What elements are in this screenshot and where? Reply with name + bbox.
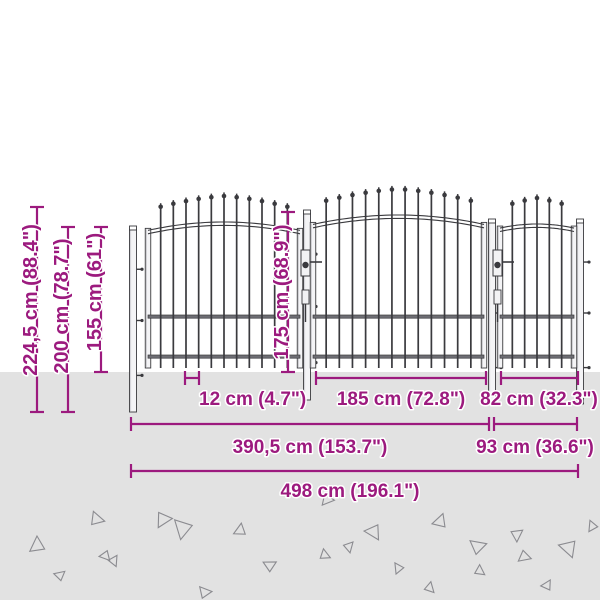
ground-marker-triangle [394, 561, 405, 576]
dim-label-post-height: 200 cm (78.7") [51, 238, 73, 373]
gate-assembly [129, 185, 591, 413]
hinge-pin [587, 311, 591, 315]
post-cap [303, 209, 311, 215]
ground-marker-triangle [517, 549, 533, 562]
ground-marker-triangle [510, 529, 524, 544]
drop-bolt-bracket [493, 289, 502, 305]
ground-marker-triangle [557, 540, 576, 559]
ground-marker-triangle [28, 534, 46, 552]
ground-texture-markers [28, 492, 599, 600]
leaf-horizontal-rail-1 [312, 354, 485, 359]
ground-marker-triangle [342, 541, 354, 555]
dim-label-double-gate-width: 390,5 cm (153.7") [233, 437, 388, 458]
dim-label-gate-leaf-height-side: 155 cm (61") [84, 233, 106, 351]
drop-bolt-bracket [301, 289, 310, 305]
ground-marker-triangle [473, 563, 486, 576]
ground-plane [0, 372, 600, 600]
post-cap [129, 225, 137, 231]
hinge-pin [587, 260, 591, 264]
dim-label-gate-centre-height: 175 cm (68.9") [271, 224, 293, 359]
ground-marker-triangle [469, 539, 488, 556]
ground-marker-triangle [321, 492, 336, 507]
latch-lock-knob [494, 261, 501, 269]
ground-marker-triangle [173, 518, 194, 541]
leaf-stile-right [480, 221, 488, 369]
ground-marker-triangle [539, 578, 551, 591]
ground-marker-triangle [157, 511, 174, 529]
hinge-pin [587, 366, 591, 370]
hinge-pin [140, 267, 144, 271]
leaf-horizontal-rail-0 [312, 314, 485, 319]
ground-marker-triangle [107, 554, 118, 568]
dim-label-post-width: 12 cm (4.7") [199, 389, 306, 410]
latch-lock-knob [302, 261, 309, 269]
ground-marker-triangle [232, 521, 247, 535]
ground-marker-triangle [362, 523, 380, 541]
post-cap [576, 218, 584, 224]
ground-marker-triangle [52, 570, 66, 582]
dim-label-total-width: 498 cm (196.1") [281, 481, 420, 502]
dim-label-side-leaf-clear-width: 82 cm (32.3") [480, 389, 598, 410]
dim-label-overall-height: 224,5 cm (88.4") [20, 224, 42, 376]
post-cap [488, 218, 496, 224]
ground-marker-triangle [198, 585, 214, 600]
ground-marker-triangle [588, 519, 599, 533]
leaf-stile-right [570, 225, 578, 369]
hinge-pin [140, 318, 144, 323]
leaf-arch-rail-bottom [312, 217, 485, 229]
dim-label-main-leaf-width: 185 cm (72.8") [337, 389, 465, 410]
ground-marker-triangle [262, 561, 278, 573]
dimension-annotations [30, 205, 580, 478]
ground-marker-triangle [430, 512, 446, 528]
dim-label-side-gate-width: 93 cm (36.6") [476, 437, 594, 458]
leaf-stile-left [309, 221, 317, 369]
leaf-stile-left [144, 227, 152, 369]
ground-marker-triangle [423, 580, 435, 594]
ground-marker-triangle [97, 549, 111, 562]
ground-marker-triangle [91, 510, 106, 526]
hinge-pin [140, 373, 144, 377]
ground-marker-triangle [319, 547, 332, 559]
leaf-arch-rail-top [312, 214, 485, 225]
